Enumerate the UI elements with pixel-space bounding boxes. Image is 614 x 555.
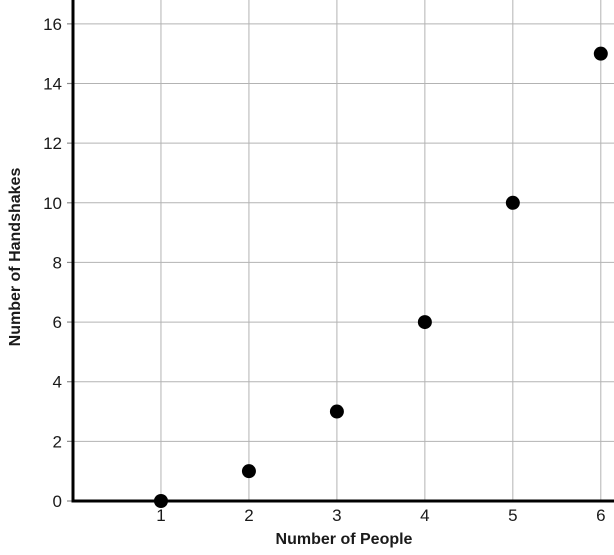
data-point <box>505 195 520 210</box>
x-axis-title: Number of People <box>275 531 413 548</box>
x-tick-label: 2 <box>244 506 253 525</box>
x-tick-label: 5 <box>508 506 517 525</box>
y-tick-label: 14 <box>43 75 62 94</box>
data-point <box>241 464 256 479</box>
data-point <box>417 315 432 330</box>
y-tick-label: 8 <box>53 253 62 272</box>
x-tick-label: 6 <box>596 506 605 525</box>
x-tick-label: 3 <box>332 506 341 525</box>
x-tick-label: 4 <box>420 506 429 525</box>
x-tick-label: 1 <box>156 506 165 525</box>
y-tick-label: 16 <box>43 15 62 34</box>
data-point <box>153 494 168 508</box>
y-tick-label: 4 <box>53 373 62 392</box>
y-tick-label: 6 <box>53 313 62 332</box>
y-tick-label: 0 <box>53 492 62 511</box>
y-tick-label: 10 <box>43 194 62 213</box>
y-axis-title: Number of Handshakes <box>7 167 24 347</box>
data-point <box>593 46 608 61</box>
y-tick-label: 12 <box>43 134 62 153</box>
y-tick-label: 2 <box>53 432 62 451</box>
data-point <box>329 404 344 419</box>
